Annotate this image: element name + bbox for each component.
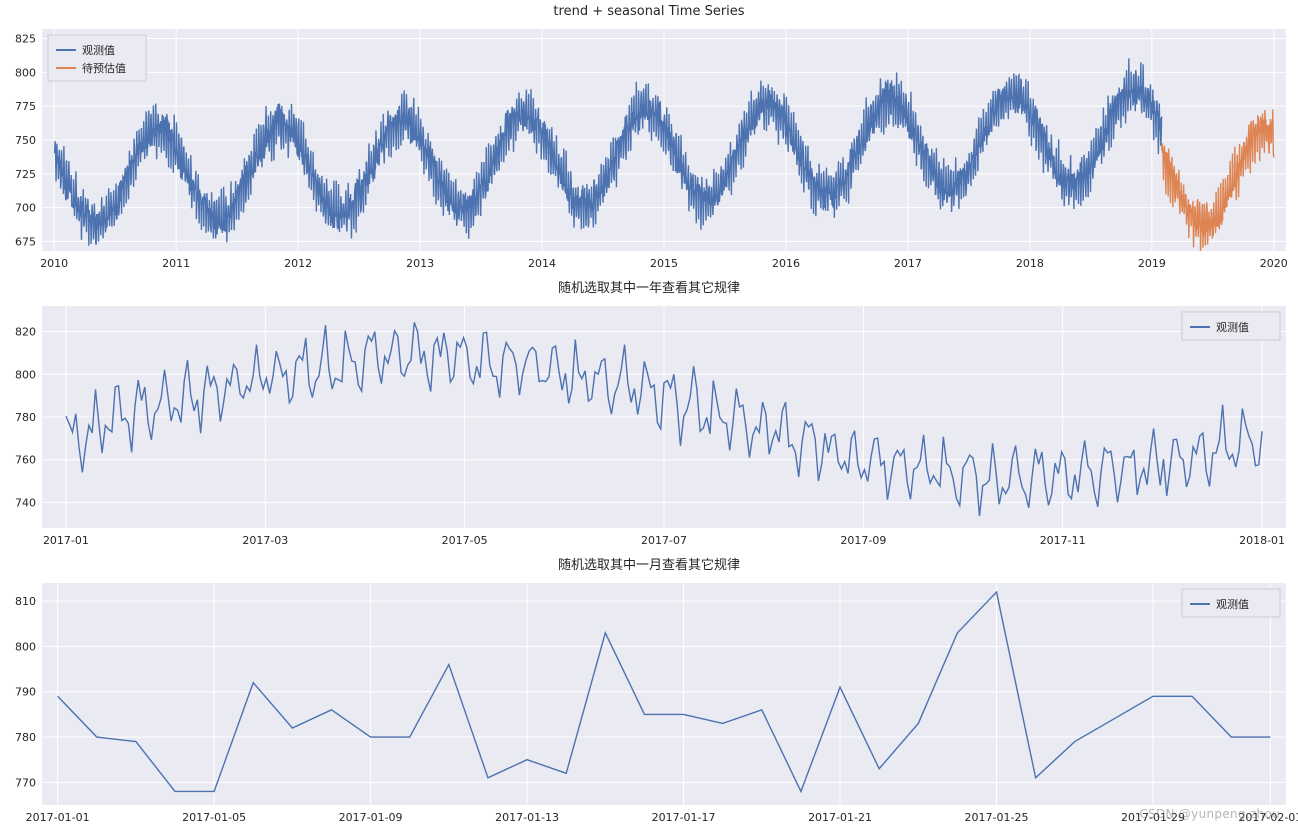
ytick-label: 810 (15, 595, 36, 608)
subplot-chart1: trend + seasonal Time Series 675 700 725 750… (0, 0, 1298, 273)
ytick-label: 790 (15, 686, 36, 699)
xtick-label: 2017-01-29 (1121, 811, 1185, 824)
ytick-label: 800 (15, 368, 36, 381)
xtick-label: 2017-01-05 (182, 811, 246, 824)
chart-title: 随机选取其中一年查看其它规律 (0, 273, 1298, 298)
xtick-label: 2017-01-01 (26, 811, 90, 824)
xtick-label: 2011 (162, 257, 190, 270)
xtick-label: 2019 (1138, 257, 1166, 270)
xtick-label: 2017-07 (641, 534, 687, 547)
ytick-label: 825 (15, 32, 36, 45)
xtick-label: 2017 (894, 257, 922, 270)
xtick-label: 2020 (1260, 257, 1288, 270)
ytick-label: 770 (15, 776, 36, 789)
ytick-label: 760 (15, 454, 36, 467)
ytick-label: 800 (15, 640, 36, 653)
figure: trend + seasonal Time Series 675 700 725 750… (0, 0, 1298, 827)
axes-background (42, 583, 1286, 805)
ytick-label: 675 (15, 236, 36, 249)
xtick-label: 2017-02-01 (1238, 811, 1298, 824)
xtick-label: 2013 (406, 257, 434, 270)
ytick-label: 725 (15, 168, 36, 181)
xtick-label: 2017-09 (840, 534, 886, 547)
ytick-label: 750 (15, 134, 36, 147)
xtick-label: 2017-01-09 (339, 811, 403, 824)
axes: 740 760 780 800 820 2017-01 2017-03 2017-05 2017… (0, 298, 1298, 550)
axes: 675 700 725 750 775 800 825 2010 2011 2012 2013 201… (0, 21, 1298, 273)
subplot-chart3: 随机选取其中一月查看其它规律 770 780 790 800 810 2017-01-01 2… (0, 550, 1298, 827)
axes: 770 780 790 800 810 2017-01-01 2017-01-05 2017-… (0, 575, 1298, 827)
xtick-label: 2017-03 (242, 534, 288, 547)
ytick-label: 775 (15, 100, 36, 113)
xtick-label: 2017-11 (1040, 534, 1086, 547)
xtick-label: 2017-05 (442, 534, 488, 547)
chart-title: trend + seasonal Time Series (0, 0, 1298, 21)
xtick-label: 2010 (40, 257, 68, 270)
ytick-label: 740 (15, 496, 36, 509)
legend-label: 观测值 (1216, 321, 1249, 334)
xtick-label: 2017-01-17 (652, 811, 716, 824)
subplot-chart2: 随机选取其中一年查看其它规律 740 760 780 800 820 2017-01 2017… (0, 273, 1298, 550)
ytick-label: 700 (15, 202, 36, 215)
chart-title: 随机选取其中一月查看其它规律 (0, 550, 1298, 575)
xtick-label: 2017-01-25 (965, 811, 1029, 824)
xtick-label: 2014 (528, 257, 556, 270)
legend-label: 观测值 (1216, 598, 1249, 611)
ytick-label: 800 (15, 66, 36, 79)
ytick-label: 780 (15, 731, 36, 744)
xtick-label: 2017-01 (43, 534, 89, 547)
ytick-label: 820 (15, 326, 36, 339)
xtick-label: 2015 (650, 257, 678, 270)
xtick-label: 2018-01 (1239, 534, 1285, 547)
xtick-label: 2016 (772, 257, 800, 270)
legend-label: 观测值 (82, 44, 115, 57)
xtick-label: 2018 (1016, 257, 1044, 270)
legend-label: 待预估值 (82, 61, 126, 75)
xtick-label: 2012 (284, 257, 312, 270)
xtick-label: 2017-01-21 (808, 811, 872, 824)
xtick-label: 2017-01-13 (495, 811, 559, 824)
ytick-label: 780 (15, 411, 36, 424)
